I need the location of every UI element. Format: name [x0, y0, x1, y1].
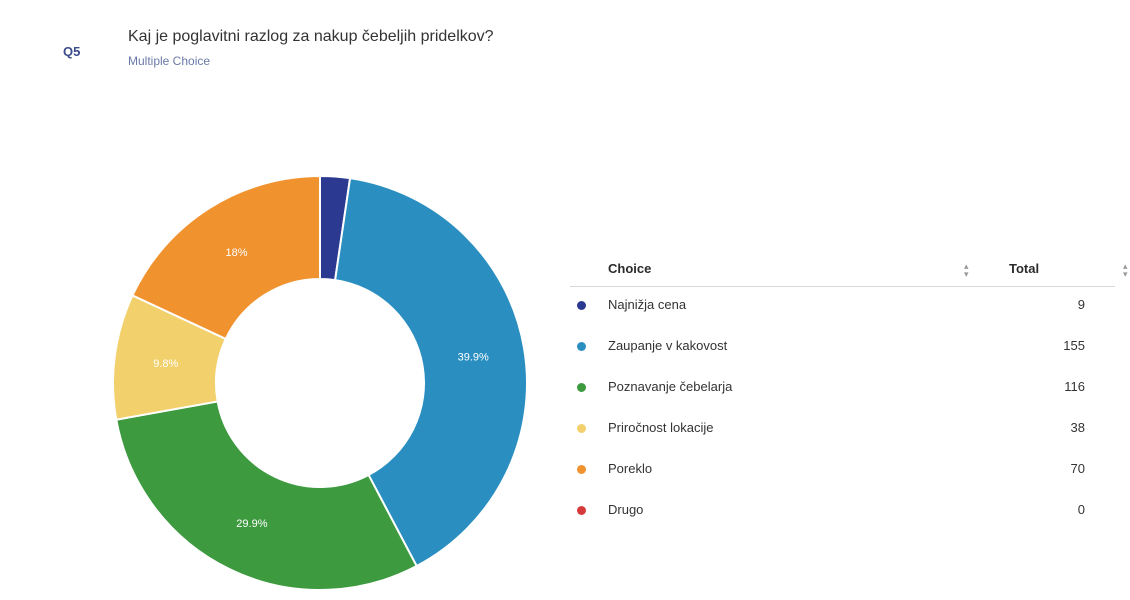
choice-column-header: Choice — [608, 261, 652, 276]
table-body: Najnižja cena 9 Zaupanje v kakovost 155 Pozn… — [570, 287, 1115, 533]
pie-slice[interactable] — [333, 177, 528, 568]
slice-percent-label: 18% — [225, 247, 247, 259]
question-type: Multiple Choice — [128, 54, 211, 68]
total-value: 70 — [1070, 461, 1085, 476]
choice-label: Zaupanje v kakovost — [608, 338, 728, 353]
table-row: Priročnost lokacije 38 — [570, 410, 1115, 451]
total-value: 9 — [1077, 297, 1085, 312]
total-value: 116 — [1064, 379, 1085, 394]
slice-percent-label: 39.9% — [458, 352, 489, 364]
legend-dot-icon — [577, 301, 586, 310]
donut-chart: 39.9% 29.9% 9.8% 18% — [112, 174, 528, 591]
table-row: Poreklo 70 — [570, 451, 1115, 492]
legend-dot-icon — [577, 465, 586, 474]
results-table: Choice ▴ ▾ Total ▴ ▾ Najnižja cena 9 Zaupanj… — [570, 254, 1128, 533]
sort-total-icon[interactable]: ▴ ▾ — [1123, 261, 1128, 279]
pie-slice[interactable] — [131, 174, 321, 341]
legend-dot-icon — [577, 383, 586, 392]
slice-percent-label: 29.9% — [236, 518, 267, 530]
table-row: Zaupanje v kakovost 155 — [570, 328, 1115, 369]
total-value: 0 — [1077, 502, 1085, 517]
sort-choice-icon[interactable]: ▴ ▾ — [964, 261, 969, 279]
choice-label: Najnižja cena — [608, 297, 687, 312]
pie-slice[interactable] — [115, 400, 419, 591]
table-row: Najnižja cena 9 — [570, 287, 1115, 328]
legend-dot-icon — [577, 506, 586, 515]
total-value: 38 — [1070, 420, 1085, 435]
legend-dot-icon — [577, 342, 586, 351]
total-column-header: Total — [1009, 261, 1040, 276]
choice-label: Priročnost lokacije — [608, 420, 714, 435]
choice-label: Poreklo — [608, 461, 653, 476]
choice-label: Poznavanje čebelarja — [608, 379, 733, 394]
table-row: Drugo 0 — [570, 492, 1115, 533]
slice-percent-label: 9.8% — [153, 358, 178, 370]
choice-label: Drugo — [608, 502, 644, 517]
total-value: 155 — [1063, 338, 1085, 353]
table-header: Choice ▴ ▾ Total ▴ ▾ — [570, 254, 1128, 287]
legend-dot-icon — [577, 424, 586, 433]
question-card: Q5 Kaj je poglavitni razlog za nakup čeb… — [10, 8, 1128, 594]
question-number: Q5 — [63, 44, 81, 59]
question-title: Kaj je poglavitni razlog za nakup čebelj… — [128, 28, 494, 45]
table-row: Poznavanje čebelarja 116 — [570, 369, 1115, 410]
